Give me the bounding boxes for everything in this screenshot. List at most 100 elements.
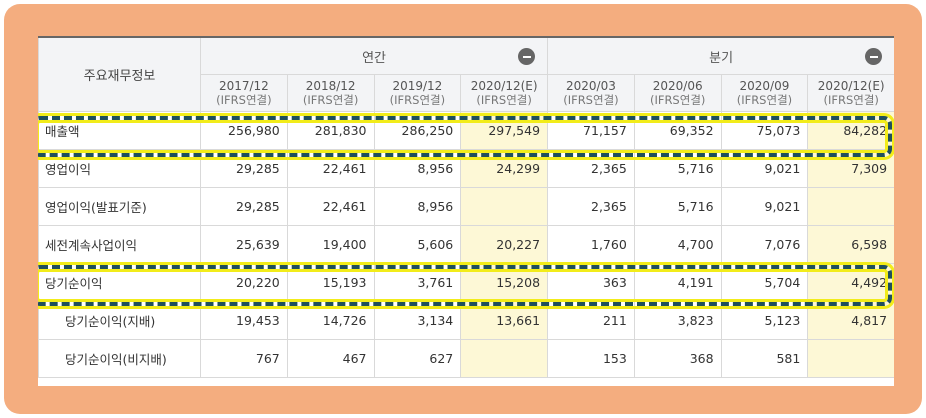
value-cell (807, 187, 894, 226)
table-body: 매출액 256,980 281,830 286,250 297,549 71,157 69,… (38, 111, 894, 378)
period-header: 2020/03 (IFRS연결) (547, 74, 635, 112)
period-date: 2019/12 (392, 79, 443, 93)
period-header: 2020/12(E) (IFRS연결) (807, 74, 894, 112)
period-header: 2018/12 (IFRS연결) (286, 74, 375, 112)
value-cell: 581 (720, 339, 809, 378)
period-header: 2020/06 (IFRS연결) (633, 74, 722, 112)
row-label[interactable]: 세전계속사업이익 (38, 225, 201, 264)
period-header: 2019/12 (IFRS연결) (373, 74, 462, 112)
value-cell: 75,073 (720, 111, 809, 150)
value-cell: 22,461 (286, 187, 375, 226)
table-row: 영업이익(발표기준) 29,285 22,461 8,956 2,365 5,716 9,0… (38, 187, 894, 226)
value-cell (460, 187, 549, 226)
value-cell: 2,365 (547, 187, 635, 226)
collapse-annual-icon[interactable] (518, 48, 536, 65)
value-cell: 368 (633, 339, 722, 378)
value-cell: 9,021 (720, 149, 809, 188)
row-label: 당기순이익(비지배) (38, 339, 201, 378)
value-cell: 5,716 (633, 187, 722, 226)
period-date: 2017/12 (218, 79, 269, 93)
table-row: 영업이익 29,285 22,461 8,956 24,299 2,365 5,716 9,0… (38, 149, 894, 188)
value-cell: 5,704 (720, 263, 809, 302)
period-header-row: 2017/12 (IFRS연결) 2018/12 (IFRS연결) 2019/12 (IF… (39, 74, 894, 112)
financial-summary-table: 주요재무정보 연간 분기 2017/12 (IFRS연결) 2018/12 (IFRS… (38, 36, 894, 378)
value-cell: 3,823 (633, 301, 722, 340)
value-cell: 24,299 (460, 149, 549, 188)
annual-group-label: 연간 (362, 50, 386, 66)
value-cell: 5,606 (373, 225, 462, 264)
table-row: 당기순이익(비지배) 767 467 627 153 368 581 (38, 339, 894, 378)
value-cell: 69,352 (633, 111, 722, 150)
row-label: 당기순이익(지배) (38, 301, 201, 340)
period-basis: (IFRS연결) (823, 93, 879, 107)
quarterly-group-label: 분기 (709, 50, 734, 66)
period-basis: (IFRS연결) (216, 93, 272, 107)
row-label[interactable]: 당기순이익 (38, 263, 201, 302)
corner-header: 주요재무정보 (38, 36, 201, 112)
quarterly-group-header: 분기 (547, 36, 894, 75)
period-basis: (IFRS연결) (389, 93, 446, 107)
value-cell: 467 (286, 339, 375, 378)
period-basis: (IFRS연결) (302, 93, 359, 107)
period-header: 2017/12 (IFRS연결) (200, 74, 288, 112)
value-cell: 20,220 (200, 263, 288, 302)
table-row: 당기순이익(지배) 19,453 14,726 3,134 13,661 211 3,823… (38, 301, 894, 340)
period-basis: (IFRS연결) (649, 93, 706, 107)
collapse-quarterly-icon[interactable] (865, 48, 883, 65)
period-basis: (IFRS연결) (736, 93, 793, 107)
table-row: 당기순이익 20,220 15,193 3,761 15,208 363 4,191 5,70… (38, 263, 894, 302)
value-cell: 4,817 (807, 301, 894, 340)
value-cell: 3,134 (373, 301, 462, 340)
period-date: 2020/03 (565, 79, 616, 93)
financial-summary-panel: 주요재무정보 연간 분기 2017/12 (IFRS연결) 2018/12 (IFRS… (38, 36, 894, 386)
value-cell: 211 (547, 301, 635, 340)
value-cell: 1,760 (547, 225, 635, 264)
value-cell: 767 (200, 339, 288, 378)
value-cell: 84,282 (807, 111, 894, 150)
period-date: 2020/06 (652, 79, 703, 93)
value-cell: 15,193 (286, 263, 375, 302)
screenshot-frame: 주요재무정보 연간 분기 2017/12 (IFRS연결) 2018/12 (IFRS… (4, 4, 922, 414)
value-cell: 25,639 (200, 225, 288, 264)
value-cell: 19,400 (286, 225, 375, 264)
value-cell: 281,830 (286, 111, 375, 150)
value-cell: 29,285 (200, 187, 288, 226)
value-cell: 7,076 (720, 225, 809, 264)
value-cell: 15,208 (460, 263, 549, 302)
value-cell: 627 (373, 339, 462, 378)
value-cell: 5,716 (633, 149, 722, 188)
value-cell: 8,956 (373, 149, 462, 188)
row-label[interactable]: 영업이익 (38, 149, 201, 188)
value-cell: 20,227 (460, 225, 549, 264)
value-cell: 3,761 (373, 263, 462, 302)
value-cell: 29,285 (200, 149, 288, 188)
period-basis: (IFRS연결) (563, 93, 619, 107)
value-cell: 256,980 (200, 111, 288, 150)
table-row: 매출액 256,980 281,830 286,250 297,549 71,157 69,… (38, 111, 894, 150)
period-date: 2018/12 (305, 79, 356, 93)
period-basis: (IFRS연결) (476, 93, 532, 107)
period-date: 2020/12(E) (470, 79, 538, 93)
value-cell: 153 (547, 339, 635, 378)
value-cell: 6,598 (807, 225, 894, 264)
row-label[interactable]: 영업이익(발표기준) (38, 187, 201, 226)
period-header: 2020/12(E) (IFRS연결) (460, 74, 549, 112)
value-cell: 9,021 (720, 187, 809, 226)
value-cell: 363 (547, 263, 635, 302)
value-cell: 286,250 (373, 111, 462, 150)
table-row: 세전계속사업이익 25,639 19,400 5,606 20,227 1,760 4,70… (38, 225, 894, 264)
period-date: 2020/12(E) (817, 79, 885, 93)
value-cell: 71,157 (547, 111, 635, 150)
row-label[interactable]: 매출액 (38, 111, 201, 150)
value-cell: 4,191 (633, 263, 722, 302)
period-header: 2020/09 (IFRS연결) (720, 74, 809, 112)
period-date: 2020/09 (739, 79, 790, 93)
value-cell (460, 339, 549, 378)
annual-group-header: 연간 (199, 36, 549, 75)
value-cell: 5,123 (720, 301, 809, 340)
value-cell: 2,365 (547, 149, 635, 188)
value-cell: 8,956 (373, 187, 462, 226)
value-cell: 19,453 (200, 301, 288, 340)
value-cell: 13,661 (460, 301, 549, 340)
value-cell: 4,700 (633, 225, 722, 264)
